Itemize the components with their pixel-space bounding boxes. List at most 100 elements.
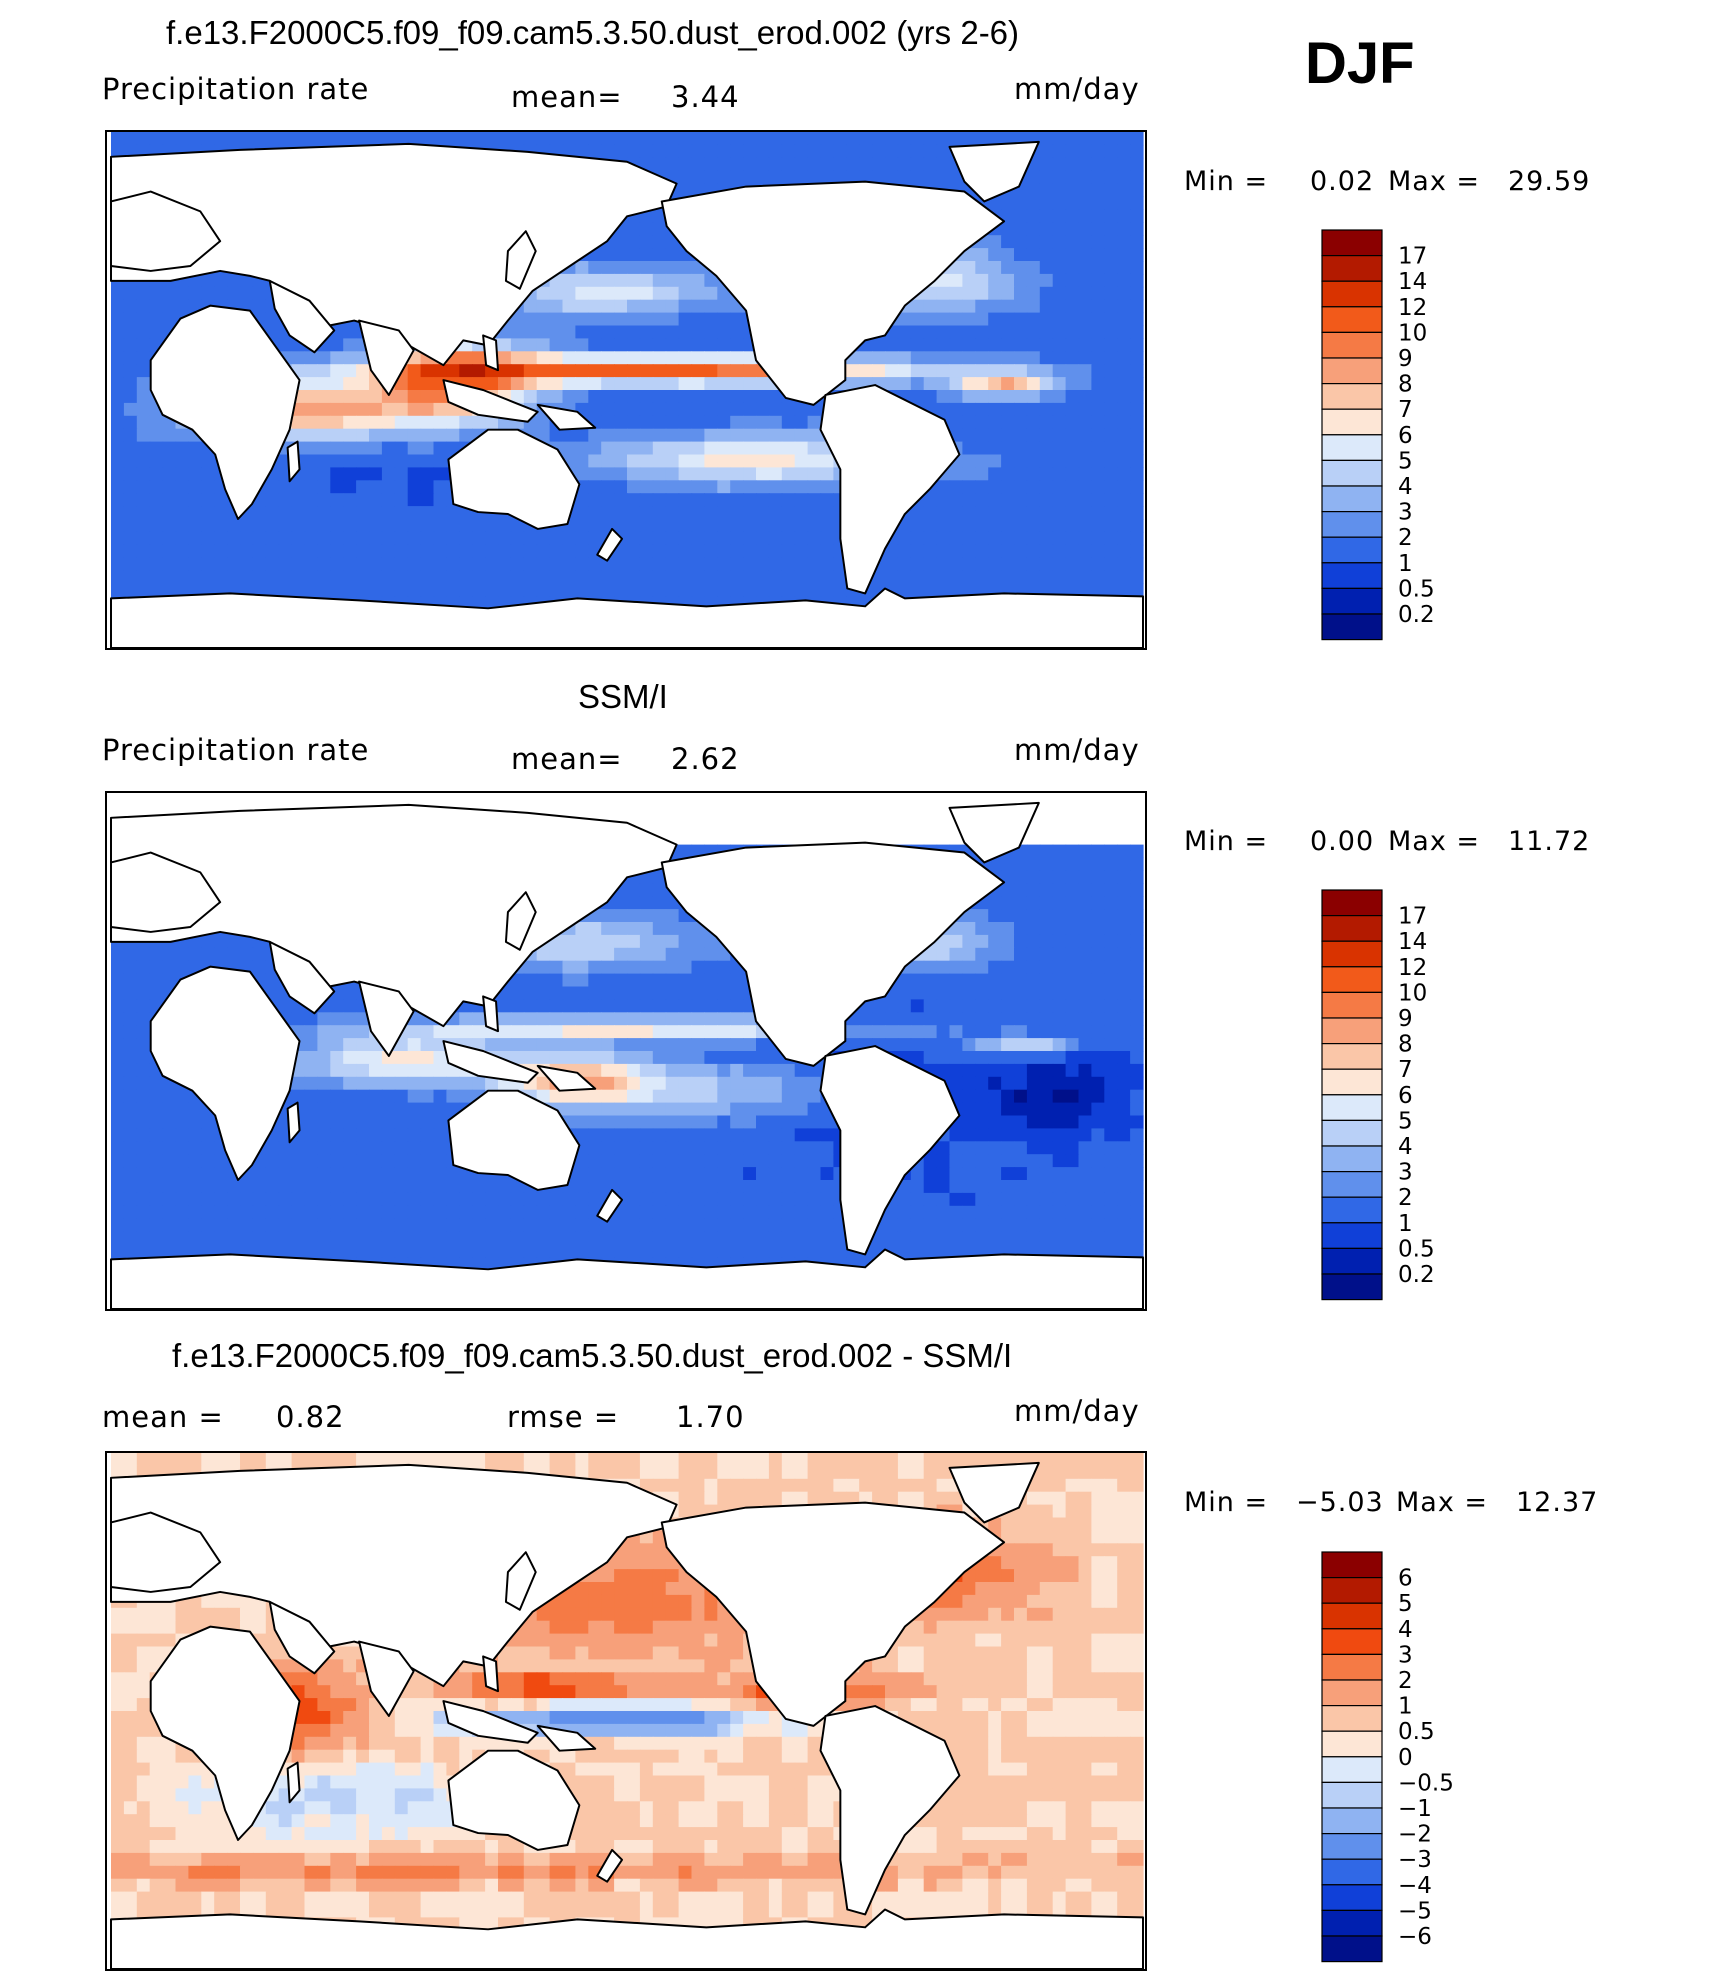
field-cell — [343, 441, 357, 456]
field-cell — [923, 351, 938, 365]
field-cell — [1001, 557, 1015, 572]
field-cell — [562, 999, 576, 1013]
field-cell — [485, 132, 499, 146]
field-cell — [1039, 1012, 1054, 1026]
field-cell — [136, 390, 151, 404]
field-cell — [1117, 157, 1131, 172]
field-cell — [1026, 480, 1041, 494]
field-cell — [1001, 299, 1015, 314]
field-cell — [1039, 364, 1054, 378]
field-cell — [523, 986, 538, 1000]
field-cell — [291, 480, 306, 494]
field-cell — [756, 1038, 770, 1052]
field-cell — [962, 531, 976, 546]
field-cell — [1026, 973, 1041, 988]
field-cell — [472, 1076, 486, 1091]
field-cell — [704, 325, 718, 339]
field-cell — [562, 960, 576, 975]
field-cell — [794, 132, 809, 146]
field-cell — [111, 390, 125, 404]
landmass-samerica — [819, 384, 961, 595]
field-cell — [807, 531, 822, 546]
field-cell — [639, 286, 654, 301]
field-cell — [756, 1076, 770, 1091]
field-cell — [1117, 261, 1131, 275]
field-cell — [304, 544, 318, 559]
field-cell — [588, 1051, 602, 1065]
field-cell — [794, 144, 809, 159]
field-cell — [111, 415, 125, 430]
field-cell — [1104, 132, 1118, 146]
field-cell — [652, 273, 667, 288]
field-cell — [433, 454, 447, 468]
field-cell — [730, 973, 744, 988]
field-cell — [949, 934, 963, 949]
field-cell — [717, 377, 731, 391]
field-cell — [304, 1115, 318, 1129]
field-cell — [691, 144, 705, 159]
field-cell — [665, 909, 680, 923]
field-cell — [136, 1063, 151, 1078]
colorbar-swatch — [1321, 229, 1383, 257]
field-cell — [717, 583, 731, 597]
field-cell — [691, 973, 705, 988]
field-cell — [885, 1025, 899, 1039]
field-cell — [317, 557, 331, 572]
field-cell — [807, 506, 822, 520]
field-cell — [601, 132, 615, 146]
field-cell — [420, 1038, 435, 1052]
field-cell — [575, 493, 589, 507]
field-cell — [949, 286, 963, 301]
field-cell — [369, 570, 383, 585]
field-cell — [575, 390, 589, 404]
field-cell — [652, 261, 667, 275]
field-cell — [962, 519, 976, 533]
field-cell — [652, 157, 667, 172]
field-cell — [794, 402, 809, 417]
field-cell — [627, 338, 641, 352]
field-cell — [562, 934, 576, 949]
field-cell — [1014, 934, 1028, 949]
field-cell — [1078, 183, 1092, 198]
field-cell — [768, 441, 783, 456]
field-cell — [394, 531, 409, 546]
field-cell — [1078, 222, 1092, 236]
field-cell — [975, 428, 989, 443]
field-cell — [575, 999, 589, 1013]
field-cell — [162, 312, 177, 327]
field-cell — [356, 364, 370, 378]
field-cell — [1078, 973, 1092, 988]
landmass-namerica — [660, 180, 1006, 406]
field-cell — [407, 1089, 422, 1104]
field-cell — [1039, 480, 1054, 494]
field-cell — [627, 467, 641, 481]
field-cell — [1065, 896, 1080, 910]
field-cell — [330, 1115, 344, 1129]
field-cell — [1014, 857, 1028, 871]
field-cell — [149, 312, 164, 327]
field-cell — [1104, 506, 1118, 520]
field-cell — [962, 1089, 976, 1104]
field-cell — [136, 480, 151, 494]
field-cell — [910, 986, 925, 1000]
field-cell — [420, 441, 435, 456]
field-cell — [214, 934, 228, 949]
field-cell — [601, 570, 615, 585]
field-cell — [1091, 235, 1105, 249]
field-cell — [498, 1012, 512, 1026]
field-cell — [794, 1076, 809, 1091]
field-cell — [1104, 170, 1118, 185]
field-cell — [936, 273, 951, 288]
panel-1-max-label: Max = — [1388, 166, 1481, 197]
field-cell — [472, 351, 486, 365]
field-cell — [794, 170, 809, 185]
field-cell — [498, 338, 512, 352]
field-cell — [588, 402, 602, 417]
field-cell — [743, 170, 757, 185]
field-cell — [1130, 1012, 1144, 1026]
field-cell — [820, 454, 834, 468]
field-cell — [265, 973, 280, 988]
field-cell — [1130, 519, 1144, 533]
field-cell — [175, 286, 189, 301]
field-cell — [1065, 209, 1080, 223]
